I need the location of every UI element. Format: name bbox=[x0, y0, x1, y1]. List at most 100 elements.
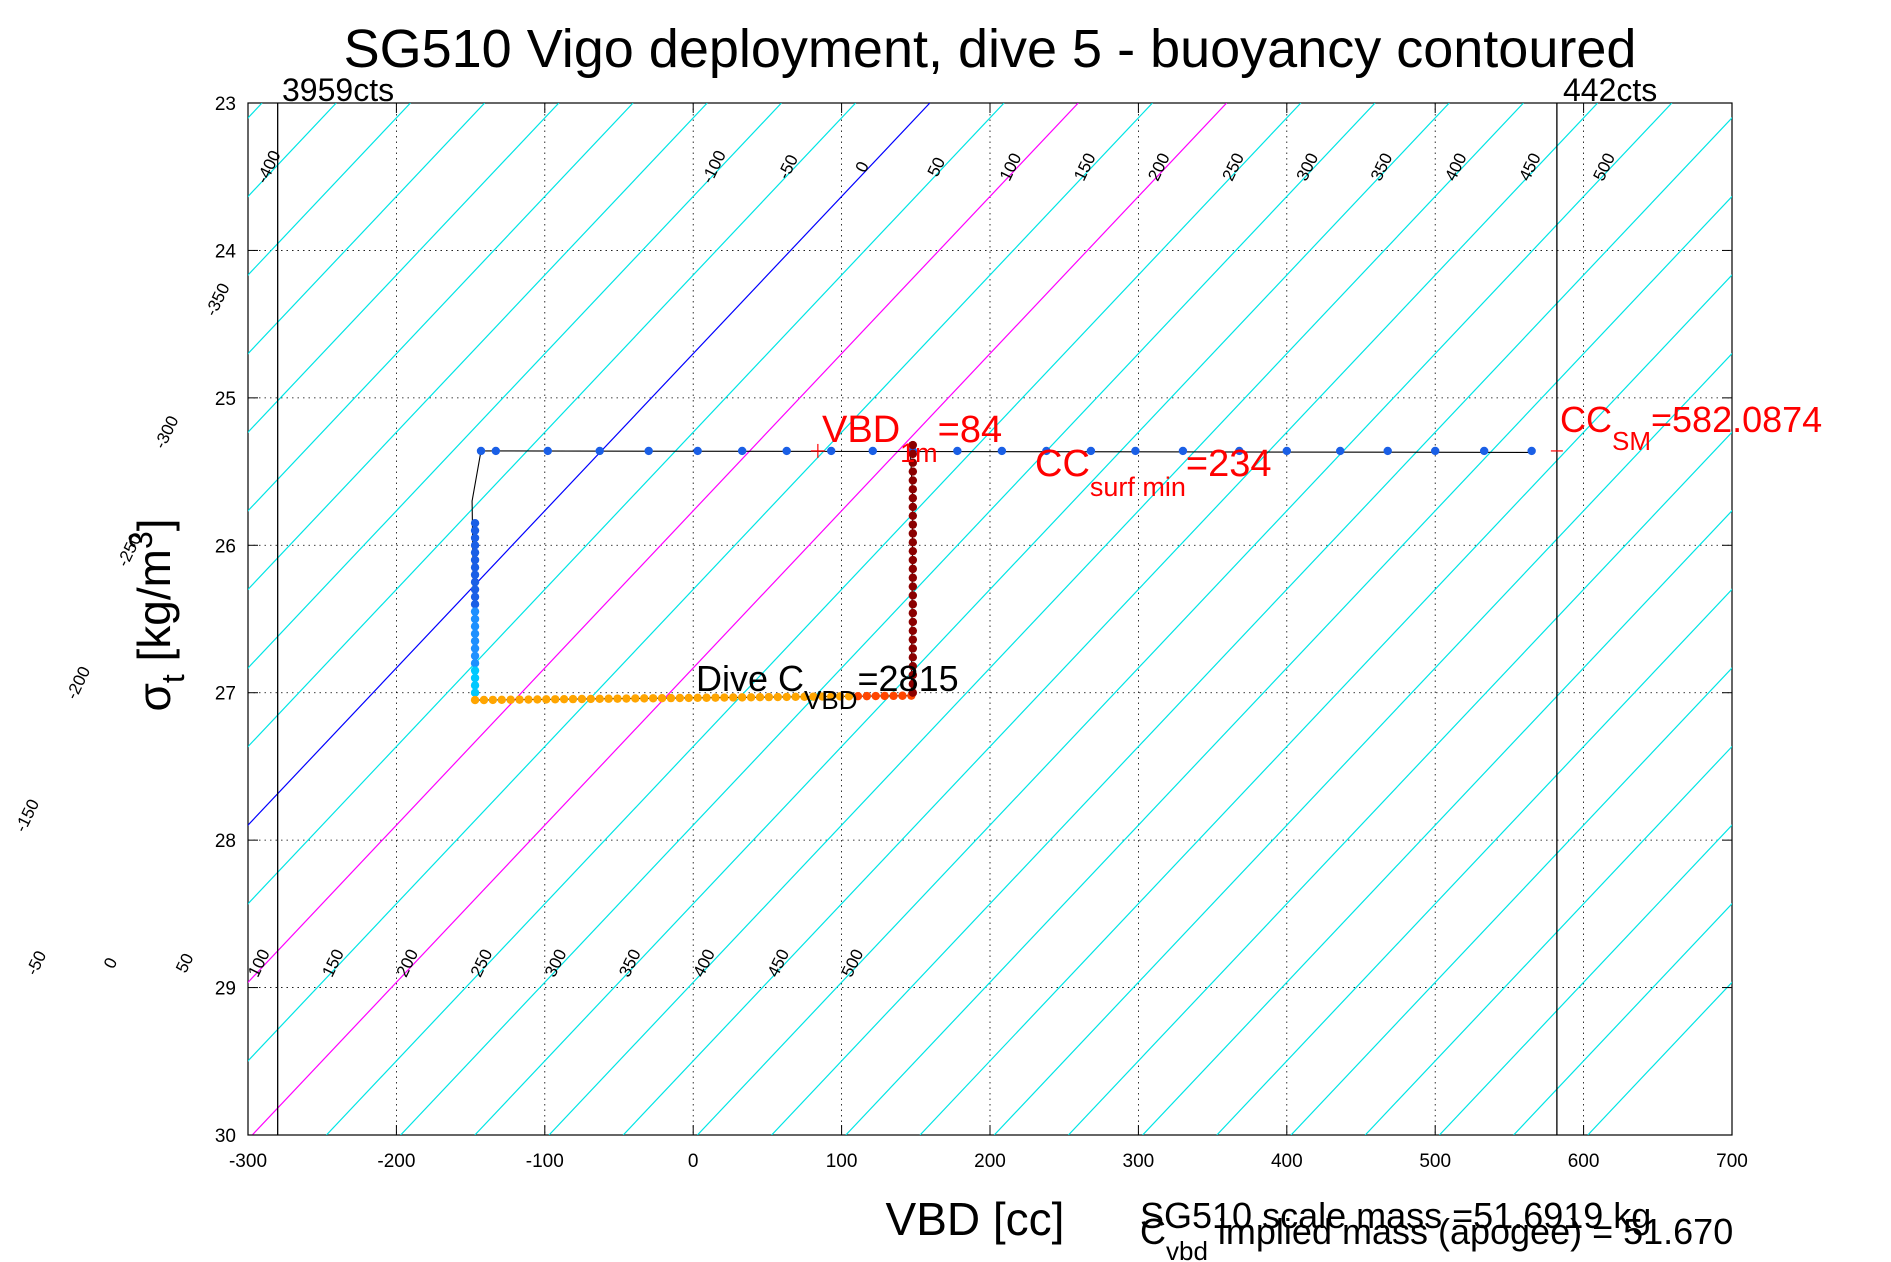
trajectory-point bbox=[470, 614, 480, 624]
trajectory-point bbox=[908, 502, 918, 512]
y-tick-label: 30 bbox=[215, 1126, 236, 1147]
implied-mass-sub: vbd bbox=[1166, 1236, 1208, 1262]
contour-line bbox=[845, 195, 1732, 1135]
trajectory-point bbox=[648, 694, 658, 703]
contour-label: -50 bbox=[22, 948, 50, 978]
trajectory-point bbox=[470, 622, 480, 631]
trajectory-point bbox=[835, 692, 845, 701]
y-tick-label: 23 bbox=[215, 94, 236, 115]
trajectory-point bbox=[764, 692, 774, 702]
trajectory-point bbox=[631, 694, 640, 703]
trajectory-point bbox=[908, 688, 918, 697]
trajectory-point bbox=[871, 691, 880, 701]
trajectory-point bbox=[657, 693, 667, 703]
trajectory-point bbox=[862, 691, 872, 701]
trajectory-point bbox=[470, 570, 480, 579]
cc-surf-min-base: CC bbox=[1035, 443, 1090, 485]
cc-surf-min-annotation: CCsurf min=234 bbox=[1035, 443, 1272, 502]
trajectory-point bbox=[908, 520, 918, 529]
dive-cvbd-sub: VBD bbox=[804, 685, 857, 715]
trajectory-point bbox=[737, 693, 747, 702]
trajectory-point bbox=[470, 555, 480, 565]
x-tick-label: -100 bbox=[526, 1151, 564, 1172]
trajectory-point bbox=[1086, 446, 1096, 456]
contour-line bbox=[248, 103, 1005, 905]
trajectory-point bbox=[737, 446, 747, 456]
vbd-1m-sub: 1m bbox=[900, 438, 938, 468]
trajectory-point bbox=[666, 693, 676, 703]
contour-line bbox=[993, 352, 1732, 1135]
trajectory-point bbox=[479, 695, 489, 705]
x-tick-label: 700 bbox=[1716, 1151, 1748, 1172]
cc-sm-base: CC bbox=[1560, 399, 1612, 440]
trajectory-point bbox=[1479, 446, 1489, 456]
contour-line bbox=[1290, 667, 1732, 1135]
trajectory-point bbox=[497, 695, 506, 705]
contour-line bbox=[400, 103, 1376, 1135]
x-tick-label: -200 bbox=[377, 1151, 415, 1172]
trajectory-point bbox=[470, 636, 480, 646]
trajectory-point bbox=[880, 691, 889, 701]
trajectory-point bbox=[800, 692, 809, 701]
trajectory-point bbox=[702, 693, 711, 702]
x-tick-label: 100 bbox=[826, 1151, 858, 1172]
trajectory-point bbox=[898, 691, 907, 700]
x-tick-label: 400 bbox=[1271, 1151, 1303, 1172]
svg-text:CCsurf min=234: CCsurf min=234 bbox=[1035, 443, 1272, 502]
trajectory-point bbox=[908, 555, 918, 565]
trajectory-point bbox=[550, 695, 560, 704]
contour-line bbox=[251, 103, 1228, 1135]
trajectory-point bbox=[908, 661, 918, 671]
contour-label: -350 bbox=[202, 280, 234, 319]
y-axis-label-unit: [kg/m bbox=[128, 549, 180, 674]
svg-text:σt [kg/m3]: σt [kg/m3] bbox=[123, 518, 191, 711]
cc-surf-min-sub: surf min bbox=[1090, 472, 1186, 502]
y-tick-label: 29 bbox=[215, 979, 236, 1000]
chart-title: SG510 Vigo deployment, dive 5 - buoyancy… bbox=[344, 19, 1637, 79]
trajectory-point bbox=[809, 692, 818, 701]
y-tick-label: 25 bbox=[215, 389, 236, 410]
dive-trajectory bbox=[470, 440, 1563, 705]
trajectory-point bbox=[853, 692, 863, 701]
x-tick-label: -300 bbox=[229, 1151, 267, 1172]
trajectory-point bbox=[868, 446, 877, 456]
y-axis-label-main: σ bbox=[128, 683, 180, 711]
trajectory-point bbox=[568, 694, 578, 704]
y-tick-label: 26 bbox=[215, 536, 236, 557]
y-axis-label: σt [kg/m3] bbox=[123, 518, 191, 711]
trajectory-point bbox=[470, 518, 480, 528]
trajectory-point bbox=[543, 446, 552, 456]
y-axis-ticks: 23 24 25 26 27 28 29 30 bbox=[215, 94, 1732, 1147]
x-tick-label: 300 bbox=[1123, 1151, 1155, 1172]
trajectory-point bbox=[782, 692, 791, 702]
trajectory-point bbox=[908, 538, 918, 547]
trajectory-point bbox=[818, 692, 827, 701]
dive-cvbd-prefix: Dive C bbox=[696, 658, 804, 699]
contour-line bbox=[919, 274, 1732, 1135]
trajectory-point bbox=[908, 591, 918, 600]
contour-line bbox=[248, 103, 486, 355]
svg-text:VBD1m=84: VBD1m=84 bbox=[822, 409, 1002, 468]
y-axis-label-sup: 3 bbox=[123, 531, 159, 549]
x-tick-label: 0 bbox=[688, 1151, 699, 1172]
contour-line bbox=[248, 103, 782, 669]
contour-line bbox=[248, 103, 708, 591]
cc-sm-sub: SM bbox=[1612, 426, 1651, 456]
contour-line bbox=[248, 103, 1079, 984]
trajectory-point bbox=[515, 695, 524, 704]
contour-line bbox=[474, 103, 1450, 1135]
y-axis-label-sub: t bbox=[155, 674, 191, 683]
contour-line bbox=[1142, 509, 1732, 1135]
trajectory-point bbox=[908, 582, 918, 591]
y-tick-label: 27 bbox=[215, 684, 236, 705]
trajectory-point bbox=[1431, 446, 1440, 456]
trajectory-point bbox=[470, 600, 480, 609]
trajectory-point bbox=[908, 449, 918, 459]
vbd-1m-annotation: VBD1m=84 bbox=[822, 409, 1002, 468]
svg-text:Dive CVBD=2815: Dive CVBD=2815 bbox=[696, 658, 959, 715]
trajectory-point bbox=[470, 585, 480, 594]
contour-line bbox=[248, 103, 634, 512]
trajectory-point bbox=[506, 695, 515, 704]
trajectory-point bbox=[953, 446, 962, 456]
